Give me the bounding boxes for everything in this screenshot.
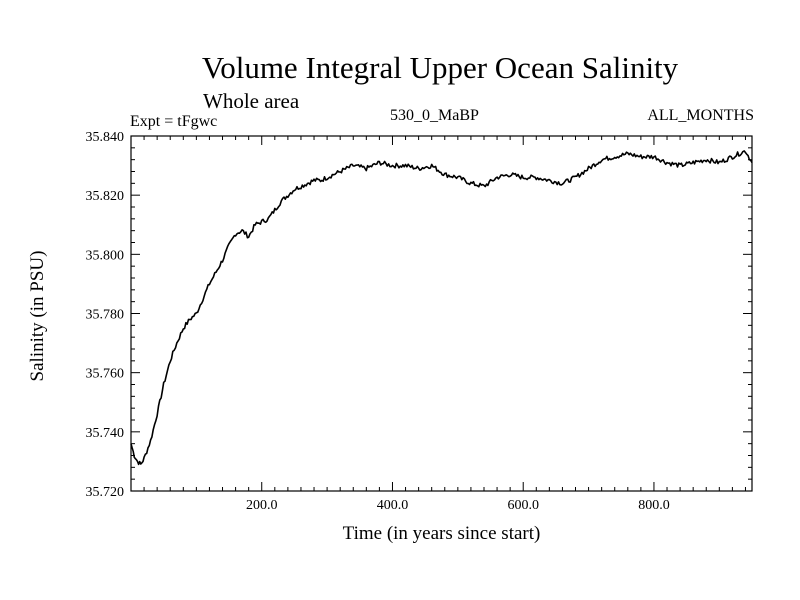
months-label: ALL_MONTHS [647,107,754,124]
x-tick-label: 400.0 [377,498,409,513]
y-axis-label: Salinity (in PSU) [27,250,48,382]
x-tick-label: 600.0 [507,498,539,513]
x-tick-label: 200.0 [246,498,278,513]
chart-title: Volume Integral Upper Ocean Salinity [201,50,679,85]
experiment-name: 530_0_MaBP [390,107,479,124]
y-tick-label: 35.820 [86,189,125,204]
experiment-id-label: Expt = tFgwc [130,113,218,130]
y-tick-label: 35.740 [86,426,125,441]
y-tick-label: 35.720 [86,485,125,500]
y-tick-label: 35.760 [86,367,125,382]
y-tick-label: 35.780 [86,308,125,323]
y-tick-label: 35.800 [86,248,125,263]
x-tick-label: 800.0 [638,498,670,513]
series-line-salinity [130,150,753,466]
axis-tick-labels: 200.0 400.0 600.0 800.0 35.720 35.740 35.760 35… [86,130,670,513]
chart-subtitle: Whole area [203,89,300,113]
plot-frame [130,135,753,492]
axis-ticks [131,136,752,491]
x-axis-label: Time (in years since start) [342,523,541,544]
y-tick-label: 35.840 [86,130,125,145]
